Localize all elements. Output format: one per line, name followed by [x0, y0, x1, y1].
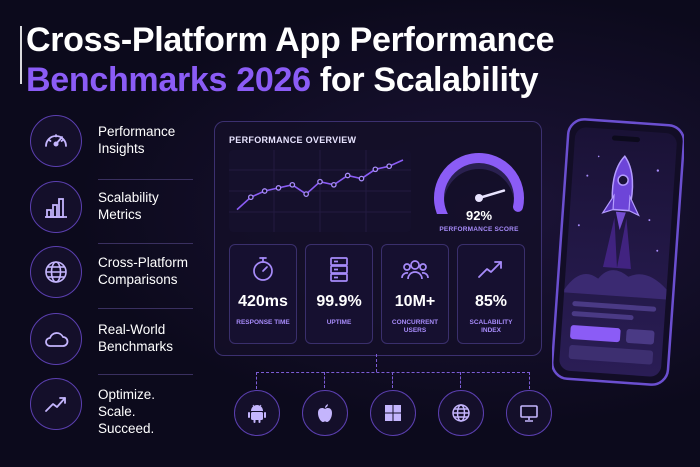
title-cursor-bar — [20, 26, 22, 84]
metric-label: RESPONSE TIME — [236, 319, 290, 326]
metric-label: CONCURRENT USERS — [391, 319, 439, 334]
connector-drop — [460, 372, 461, 388]
rocket-icon — [601, 155, 640, 269]
trend-point — [386, 163, 393, 170]
metric-label: SCALABILITY INDEX — [469, 319, 513, 334]
speedometer-icon — [30, 115, 82, 167]
metric-card-concurrent-users: 10M+ CONCURRENT USERS — [381, 244, 449, 344]
metric-card-scalability-index: 85% SCALABILITY INDEX — [457, 244, 525, 344]
desktop-monitor-icon — [506, 390, 552, 436]
gauge-fill — [434, 153, 524, 225]
gauge-needle — [477, 189, 506, 200]
title-rest: for Scalability — [310, 61, 539, 99]
trend-point — [344, 172, 351, 179]
metric-card-response-time: 420ms RESPONSE TIME — [229, 244, 297, 344]
metric-label: UPTIME — [326, 319, 352, 326]
android-icon — [234, 390, 280, 436]
connector-branch — [256, 372, 530, 389]
connector-drop — [324, 372, 325, 388]
score-value: 92% — [465, 208, 493, 223]
bar-chart-icon — [30, 181, 82, 233]
web-globe-icon — [438, 390, 484, 436]
divider — [98, 179, 193, 180]
panel-title: PERFORMANCE OVERVIEW — [229, 135, 357, 145]
metric-card-uptime: 99.9% UPTIME — [305, 244, 373, 344]
performance-gauge — [427, 144, 531, 225]
connector-trunk — [376, 354, 377, 372]
trend-point — [247, 194, 254, 201]
feature-label: Cross-Platform Comparisons — [98, 255, 189, 287]
feature-label: Real-World Benchmarks — [98, 322, 174, 354]
feature-optimize: Optimize. Scale. Succeed. — [26, 378, 194, 436]
connector-drop — [392, 372, 393, 388]
page-title: Cross-Platform App Performance Benchmark… — [26, 20, 555, 100]
divider — [98, 374, 193, 375]
trend-point — [372, 166, 379, 173]
cloud-icon — [30, 313, 82, 365]
trend-point — [289, 181, 296, 188]
feature-label: Optimize. Scale. Succeed. — [98, 387, 156, 436]
stopwatch-icon — [230, 255, 296, 283]
feature-label: Performance Insights — [98, 124, 176, 156]
divider — [98, 308, 193, 309]
feature-scalability-metrics: Scalability Metrics — [26, 181, 194, 235]
apple-icon — [302, 390, 348, 436]
globe-icon — [30, 246, 82, 298]
trend-point — [317, 178, 323, 185]
trend-point — [275, 185, 282, 191]
trend-up-icon — [30, 378, 82, 430]
trend-chart — [229, 150, 411, 232]
metric-value: 99.9% — [316, 293, 362, 310]
metric-value: 420ms — [238, 293, 288, 310]
trend-icon — [458, 255, 524, 283]
metric-value: 10M+ — [394, 293, 436, 310]
feature-performance-insights: Performance Insights — [26, 115, 194, 169]
divider — [98, 243, 193, 244]
trend-point — [358, 175, 365, 182]
windows-icon — [370, 390, 416, 436]
trend-point — [303, 191, 310, 197]
score-label: PERFORMANCE SCORE — [439, 226, 519, 233]
performance-overview-panel: PERFORMANCE OVERVIEW 92% PERFORMANCE SCO… — [214, 121, 542, 356]
feature-cross-platform: Cross-Platform Comparisons — [26, 246, 194, 300]
title-line-1: Cross-Platform App Performance — [26, 21, 555, 59]
trend-point — [330, 181, 337, 188]
trend-point — [261, 188, 268, 194]
metric-value: 85% — [474, 293, 508, 310]
server-icon — [306, 255, 372, 283]
users-icon — [382, 255, 448, 283]
title-accent: Benchmarks 2026 — [26, 61, 311, 99]
feature-real-world: Real-World Benchmarks — [26, 313, 194, 367]
title-line-2: Benchmarks 2026 for Scalability — [26, 60, 554, 100]
phone-illustration — [550, 118, 686, 388]
feature-label: Scalability Metrics — [98, 190, 159, 222]
